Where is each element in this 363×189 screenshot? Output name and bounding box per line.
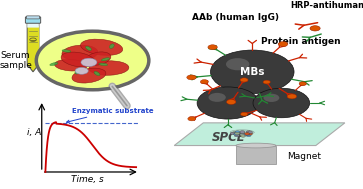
Ellipse shape <box>75 67 88 74</box>
Text: Serum
sample: Serum sample <box>0 51 33 70</box>
Circle shape <box>200 80 208 84</box>
FancyBboxPatch shape <box>26 16 40 19</box>
Ellipse shape <box>89 61 129 75</box>
Ellipse shape <box>62 50 71 52</box>
Circle shape <box>234 133 239 135</box>
Circle shape <box>310 26 320 31</box>
Circle shape <box>240 78 248 82</box>
Circle shape <box>248 132 253 135</box>
Ellipse shape <box>101 58 110 61</box>
Circle shape <box>241 135 246 137</box>
Circle shape <box>227 100 236 105</box>
Ellipse shape <box>236 143 276 148</box>
Text: AAb (human IgG): AAb (human IgG) <box>192 12 280 22</box>
Circle shape <box>253 88 310 118</box>
Polygon shape <box>236 146 276 164</box>
Polygon shape <box>174 123 345 146</box>
Circle shape <box>263 80 270 84</box>
Circle shape <box>188 117 196 121</box>
Ellipse shape <box>75 70 80 74</box>
Polygon shape <box>27 23 39 72</box>
Text: Time, s: Time, s <box>71 175 103 184</box>
Text: Protein antigen: Protein antigen <box>261 37 341 46</box>
Text: Magnet: Magnet <box>287 152 321 161</box>
Ellipse shape <box>94 71 100 76</box>
Circle shape <box>299 82 306 86</box>
Circle shape <box>235 131 240 133</box>
Circle shape <box>230 132 235 135</box>
Circle shape <box>208 93 226 102</box>
Ellipse shape <box>50 63 58 66</box>
Ellipse shape <box>54 59 87 71</box>
Text: SPCE: SPCE <box>212 132 245 144</box>
Circle shape <box>36 31 149 90</box>
Circle shape <box>244 133 249 136</box>
Text: MBs: MBs <box>240 67 265 77</box>
Circle shape <box>264 94 280 102</box>
Circle shape <box>246 131 251 133</box>
Circle shape <box>197 87 259 119</box>
Ellipse shape <box>99 63 107 66</box>
Circle shape <box>240 131 245 133</box>
Circle shape <box>287 94 297 99</box>
Circle shape <box>244 132 249 135</box>
FancyBboxPatch shape <box>27 23 39 28</box>
Ellipse shape <box>72 68 106 83</box>
Text: HRP-antihumanIgG: HRP-antihumanIgG <box>290 1 363 10</box>
Ellipse shape <box>61 52 95 67</box>
Circle shape <box>241 112 248 116</box>
Circle shape <box>187 75 196 80</box>
Circle shape <box>234 134 239 137</box>
Ellipse shape <box>85 52 111 65</box>
Circle shape <box>226 58 249 70</box>
Ellipse shape <box>86 46 91 50</box>
Circle shape <box>232 132 237 134</box>
Circle shape <box>246 134 251 137</box>
Ellipse shape <box>81 58 97 67</box>
Text: i, A: i, A <box>26 128 41 137</box>
Ellipse shape <box>81 39 123 55</box>
Circle shape <box>278 42 288 46</box>
Text: Enzymatic substrate: Enzymatic substrate <box>66 108 154 123</box>
Circle shape <box>211 50 294 94</box>
Circle shape <box>235 132 240 135</box>
Circle shape <box>208 45 217 50</box>
Ellipse shape <box>109 44 114 48</box>
FancyBboxPatch shape <box>25 17 41 23</box>
Ellipse shape <box>62 45 98 61</box>
Circle shape <box>248 131 253 134</box>
